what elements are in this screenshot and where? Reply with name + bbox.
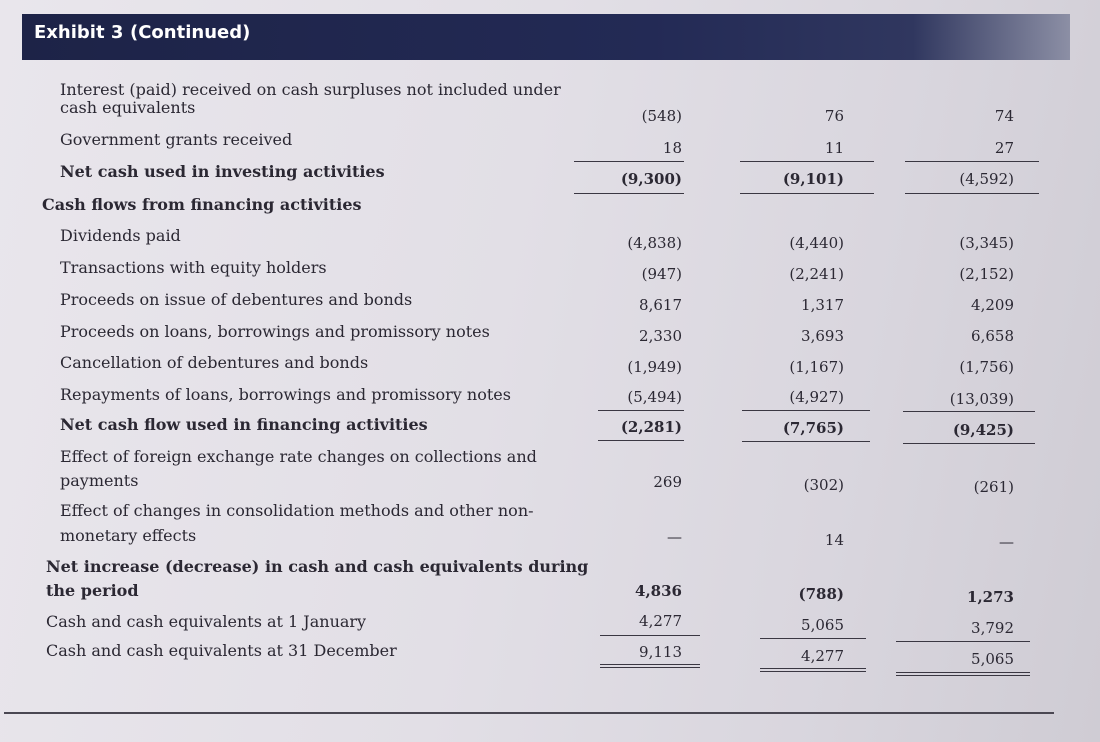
subtotal-rule — [903, 411, 1035, 412]
value-col3: (2,152) — [959, 265, 1014, 283]
row-label: monetary effects — [60, 526, 197, 545]
value-col1: — — [667, 528, 682, 546]
value-col3: 3,792 — [971, 619, 1014, 637]
row-label: Dividends paid — [60, 226, 181, 245]
row-label: Effect of changes in consolidation metho… — [60, 501, 534, 520]
exhibit-subtitle: (Continued) — [130, 22, 251, 43]
value-col1: 8,617 — [639, 296, 682, 314]
value-col3: 1,273 — [967, 588, 1014, 606]
exhibit-header-bar — [22, 14, 1070, 60]
row-label: Cash and cash equivalents at 31 December — [46, 641, 397, 660]
value-col3: 6,658 — [971, 327, 1014, 345]
row-label: Cancellation of debentures and bonds — [60, 353, 369, 372]
page-bottom-rule — [4, 712, 1054, 714]
value-col3: — — [999, 533, 1014, 551]
row-label: Repayments of loans, borrowings and prom… — [60, 385, 511, 404]
grand-total-rule — [760, 668, 866, 672]
value-col3: (3,345) — [959, 234, 1014, 252]
total-rule — [905, 193, 1039, 194]
exhibit-title: Exhibit 3 — [34, 22, 124, 43]
subtotal-rule — [905, 161, 1039, 162]
subtotal-rule — [574, 161, 684, 162]
total-rule — [903, 443, 1035, 444]
value-col2: 5,065 — [801, 616, 844, 634]
value-col2: (302) — [803, 476, 844, 494]
value-col1: (4,838) — [627, 234, 682, 252]
total-rule — [740, 193, 874, 194]
value-col1: 269 — [653, 473, 682, 491]
value-col2: (7,765) — [782, 419, 844, 437]
value-col3: (4,592) — [959, 170, 1014, 188]
value-col1: (947) — [641, 265, 682, 283]
value-col1: (548) — [641, 107, 682, 125]
row-label: Proceeds on issue of debentures and bond… — [60, 290, 413, 309]
value-col2: 11 — [824, 139, 844, 157]
value-col2: (9,101) — [782, 170, 844, 188]
value-col2: (4,440) — [789, 234, 844, 252]
value-col1: 4,277 — [639, 612, 682, 630]
value-col1: 2,330 — [639, 327, 682, 345]
row-label: Effect of foreign exchange rate changes … — [60, 447, 537, 466]
value-col2: 3,693 — [801, 327, 844, 345]
subtotal-rule — [598, 410, 684, 411]
row-label: Net increase (decrease) in cash and cash… — [46, 557, 589, 576]
total-rule — [574, 193, 684, 194]
value-col1: 9,113 — [639, 643, 682, 661]
value-col3: 5,065 — [971, 650, 1014, 668]
value-col3: (261) — [973, 478, 1014, 496]
grand-total-rule — [600, 664, 700, 668]
total-rule — [742, 441, 870, 442]
row-label: Net cash flow used in financing activiti… — [60, 415, 428, 434]
grand-total-rule — [896, 672, 1030, 676]
row-label: cash equivalents — [60, 98, 196, 117]
total-rule — [598, 440, 684, 441]
subtotal-rule — [600, 635, 700, 636]
subtotal-rule — [742, 410, 870, 411]
row-label: Transactions with equity holders — [60, 258, 327, 277]
value-col3: (13,039) — [949, 390, 1014, 408]
value-col3: 27 — [994, 139, 1014, 157]
subtotal-rule — [896, 641, 1030, 642]
value-col1: 4,836 — [635, 582, 682, 600]
value-col1: (2,281) — [620, 418, 682, 436]
value-col2: 4,277 — [801, 647, 844, 665]
row-label: Net cash used in investing activities — [60, 162, 385, 181]
value-col3: (1,756) — [959, 358, 1014, 376]
value-col2: (788) — [798, 585, 844, 603]
value-col3: 4,209 — [971, 296, 1014, 314]
row-label: the period — [46, 581, 139, 600]
value-col2: (1,167) — [789, 358, 844, 376]
row-label: Cash and cash equivalents at 1 January — [46, 612, 367, 631]
row-label: payments — [60, 471, 139, 490]
value-col1: (9,300) — [620, 170, 682, 188]
value-col2: 1,317 — [801, 296, 844, 314]
value-col1: 18 — [662, 139, 682, 157]
value-col1: (1,949) — [627, 358, 682, 376]
row-label: Proceeds on loans, borrowings and promis… — [60, 322, 490, 341]
subtotal-rule — [760, 638, 866, 639]
row-label: Interest (paid) received on cash surplus… — [60, 80, 561, 99]
value-col1: (5,494) — [627, 388, 682, 406]
value-col2: (4,927) — [789, 388, 844, 406]
value-col2: (2,241) — [789, 265, 844, 283]
subtotal-rule — [740, 161, 874, 162]
value-col3: (9,425) — [952, 421, 1014, 439]
section-heading: Cash flows from financing activities — [42, 195, 362, 214]
value-col2: 76 — [824, 107, 844, 125]
row-label: Government grants received — [60, 130, 293, 149]
value-col2: 14 — [824, 531, 844, 549]
value-col3: 74 — [994, 107, 1014, 125]
